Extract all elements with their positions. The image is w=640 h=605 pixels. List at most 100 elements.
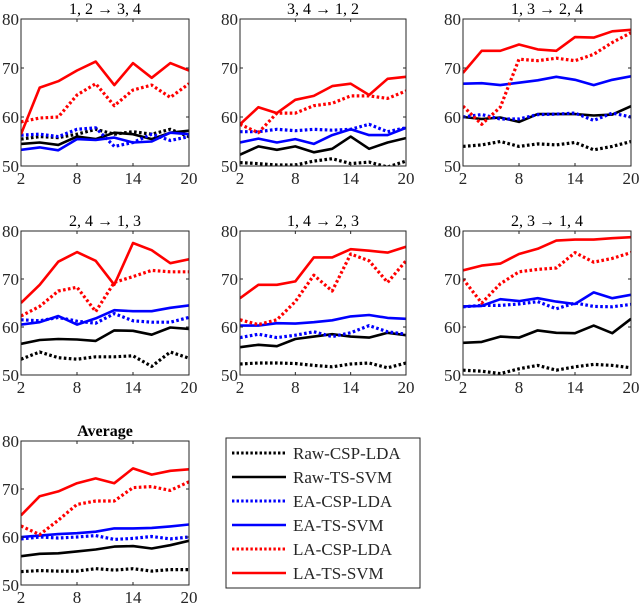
y-tick-label: 60 <box>2 318 19 337</box>
series-raw-csp-lda <box>240 157 406 166</box>
y-tick-label: 80 <box>2 222 19 241</box>
series-ea-csp-lda <box>21 533 189 542</box>
y-tick-label: 50 <box>221 157 238 176</box>
series-la-csp-lda <box>21 480 189 537</box>
legend-label: Raw-TS-SVM <box>293 468 392 487</box>
y-tick-label: 70 <box>2 480 19 499</box>
y-tick-label: 70 <box>2 270 19 289</box>
panel-title: 1, 4 → 2, 3 <box>287 213 359 230</box>
series-ea-ts-svm <box>21 131 189 152</box>
y-tick-label: 70 <box>221 270 238 289</box>
x-tick-label: 20 <box>398 169 415 188</box>
x-tick-label: 2 <box>17 169 26 188</box>
series-la-csp-lda <box>463 251 631 305</box>
x-tick-label: 2 <box>459 169 468 188</box>
x-tick-label: 2 <box>17 378 26 397</box>
x-tick-label: 14 <box>125 588 143 605</box>
x-tick-label: 8 <box>73 588 82 605</box>
x-tick-label: 20 <box>623 378 640 397</box>
x-tick-label: 14 <box>342 378 360 397</box>
panel-6: 2 8 14 20 50 60 70 80 Average <box>2 423 198 605</box>
y-tick-label: 50 <box>221 366 238 385</box>
series-raw-csp-lda <box>240 361 406 370</box>
axes-box <box>239 18 407 167</box>
series-raw-csp-lda <box>21 567 189 574</box>
series-ea-ts-svm <box>240 313 406 327</box>
y-tick-label: 50 <box>2 157 19 176</box>
legend-label: EA-CSP-LDA <box>293 492 393 511</box>
series-la-ts-svm <box>21 60 189 135</box>
series-group <box>463 235 631 375</box>
x-tick-label: 14 <box>567 169 585 188</box>
legend-box <box>225 437 421 589</box>
series-group <box>21 241 189 368</box>
x-tick-label: 14 <box>125 169 143 188</box>
series-raw-ts-svm <box>21 326 189 346</box>
series-ea-ts-svm <box>240 126 406 146</box>
series-ea-csp-lda <box>240 324 406 340</box>
y-tick-label: 70 <box>2 59 19 78</box>
axes-box <box>20 18 190 167</box>
series-la-ts-svm <box>463 28 631 74</box>
y-tick-label: 50 <box>2 366 19 385</box>
y-tick-label: 80 <box>221 222 238 241</box>
y-tick-label: 50 <box>444 366 461 385</box>
x-tick-label: 2 <box>17 588 26 605</box>
y-tick-label: 60 <box>221 108 238 127</box>
series-ea-csp-lda <box>21 312 189 325</box>
panel-title: 2, 4 → 1, 3 <box>69 213 141 230</box>
x-tick-label: 20 <box>623 169 640 188</box>
legend-label: EA-TS-SVM <box>293 516 384 535</box>
series-ea-ts-svm <box>21 523 189 539</box>
series-ea-ts-svm <box>21 304 189 326</box>
x-tick-label: 20 <box>181 169 198 188</box>
series-la-csp-lda <box>21 82 189 124</box>
axes-box <box>20 440 190 586</box>
axes-box <box>462 18 632 167</box>
series-la-ts-svm <box>240 245 406 300</box>
x-tick-label: 2 <box>459 378 468 397</box>
series-group <box>240 75 406 166</box>
series-la-ts-svm <box>21 241 189 304</box>
series-raw-csp-lda <box>21 350 189 368</box>
legend: Raw-CSP-LDA Raw-TS-SVM EA-CSP-LDA EA-TS-SVM… <box>225 437 421 589</box>
x-tick-label: 20 <box>398 378 415 397</box>
y-tick-label: 60 <box>2 108 19 127</box>
panel-title: 1, 2 → 3, 4 <box>69 1 141 18</box>
series-la-csp-lda <box>240 89 406 135</box>
y-tick-label: 60 <box>444 318 461 337</box>
x-tick-label: 20 <box>181 588 198 605</box>
series-raw-csp-lda <box>463 139 631 152</box>
y-tick-label: 80 <box>221 10 238 29</box>
series-raw-csp-lda <box>463 362 631 375</box>
y-tick-label: 50 <box>2 576 19 595</box>
x-tick-label: 8 <box>73 169 82 188</box>
panel-5: 2 8 14 20 50 60 70 80 2, 3 → 1, 4 <box>444 213 640 397</box>
axes-box <box>20 230 190 376</box>
series-group <box>240 245 406 370</box>
series-group <box>21 467 189 574</box>
series-raw-ts-svm <box>21 539 189 558</box>
series-la-csp-lda <box>463 31 631 126</box>
panel-title: 3, 4 → 1, 2 <box>287 1 359 18</box>
y-tick-label: 60 <box>2 528 19 547</box>
y-tick-label: 60 <box>444 108 461 127</box>
series-raw-ts-svm <box>240 331 406 349</box>
series-raw-csp-lda <box>21 127 189 141</box>
axes-box <box>239 230 407 376</box>
x-tick-label: 2 <box>236 169 245 188</box>
panel-title: 2, 3 → 1, 4 <box>511 213 583 230</box>
series-la-ts-svm <box>21 467 189 517</box>
panel-4: 2 8 14 20 50 60 70 80 1, 4 → 2, 3 <box>221 213 415 397</box>
series-la-ts-svm <box>463 235 631 272</box>
panel-0: 2 8 14 20 50 60 70 80 1, 2 → 3, 4 <box>2 1 198 188</box>
y-tick-label: 70 <box>444 59 461 78</box>
y-tick-label: 70 <box>444 270 461 289</box>
legend-label: LA-CSP-LDA <box>293 540 393 559</box>
x-tick-label: 8 <box>291 378 300 397</box>
x-tick-label: 8 <box>291 169 300 188</box>
series-raw-ts-svm <box>463 317 631 345</box>
panel-3: 2 8 14 20 50 60 70 80 2, 4 → 1, 3 <box>2 213 198 397</box>
y-tick-label: 50 <box>444 157 461 176</box>
